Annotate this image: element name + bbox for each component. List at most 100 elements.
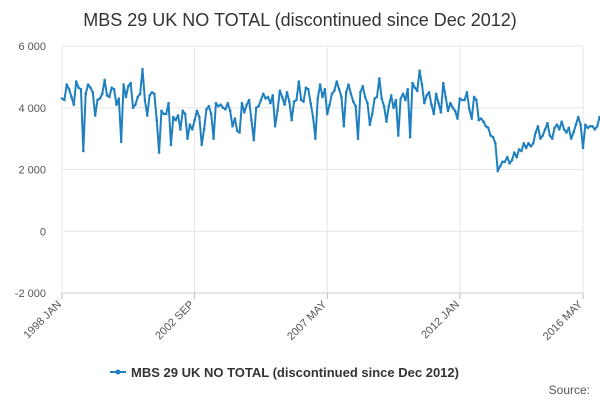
data-point[interactable]: [458, 97, 462, 100]
data-point[interactable]: [489, 134, 492, 137]
data-point[interactable]: [221, 106, 225, 110]
data-point[interactable]: [486, 126, 490, 130]
data-point[interactable]: [115, 103, 118, 106]
data-point[interactable]: [529, 145, 533, 148]
data-point[interactable]: [553, 126, 556, 130]
data-point[interactable]: [399, 97, 402, 100]
data-point[interactable]: [356, 137, 360, 140]
data-point[interactable]: [138, 92, 142, 96]
data-point[interactable]: [460, 98, 464, 102]
data-point[interactable]: [373, 97, 376, 100]
data-point[interactable]: [153, 92, 156, 96]
data-point[interactable]: [271, 94, 275, 97]
data-point[interactable]: [98, 97, 102, 100]
data-point[interactable]: [217, 104, 220, 108]
data-point[interactable]: [212, 137, 215, 140]
data-point[interactable]: [584, 123, 587, 127]
data-point[interactable]: [127, 84, 130, 88]
data-point[interactable]: [437, 101, 440, 105]
data-point[interactable]: [131, 106, 135, 110]
data-point[interactable]: [304, 86, 308, 89]
data-point[interactable]: [200, 143, 204, 147]
data-point[interactable]: [93, 114, 97, 117]
data-point[interactable]: [498, 165, 502, 168]
data-point[interactable]: [193, 118, 196, 122]
data-point[interactable]: [382, 104, 386, 108]
data-point[interactable]: [335, 80, 339, 83]
data-point[interactable]: [306, 87, 310, 91]
data-point[interactable]: [496, 169, 500, 173]
data-point[interactable]: [302, 100, 305, 103]
data-point[interactable]: [550, 137, 554, 140]
data-point[interactable]: [124, 95, 128, 99]
data-point[interactable]: [278, 89, 282, 93]
data-point[interactable]: [513, 151, 516, 154]
data-point[interactable]: [136, 95, 140, 99]
data-point[interactable]: [233, 117, 237, 120]
data-point[interactable]: [347, 83, 350, 86]
data-point[interactable]: [548, 134, 552, 137]
data-point[interactable]: [569, 137, 573, 140]
data-point[interactable]: [363, 95, 367, 99]
data-point[interactable]: [70, 95, 73, 99]
data-point[interactable]: [359, 91, 362, 94]
data-point[interactable]: [354, 104, 357, 108]
data-point[interactable]: [441, 81, 445, 85]
data-point[interactable]: [100, 92, 104, 96]
legend[interactable]: MBS 29 UK NO TOTAL (discontinued since D…: [110, 365, 459, 380]
data-point[interactable]: [491, 135, 495, 139]
data-point[interactable]: [451, 106, 455, 110]
data-point[interactable]: [63, 98, 66, 102]
data-point[interactable]: [539, 137, 542, 140]
data-point[interactable]: [522, 141, 526, 145]
data-point[interactable]: [183, 112, 187, 116]
data-point[interactable]: [501, 160, 504, 164]
data-point[interactable]: [515, 155, 518, 159]
data-point[interactable]: [330, 92, 334, 96]
data-point[interactable]: [72, 103, 76, 106]
data-point[interactable]: [65, 83, 69, 86]
data-point[interactable]: [579, 123, 582, 127]
data-point[interactable]: [449, 101, 452, 105]
data-point[interactable]: [148, 94, 151, 97]
data-point[interactable]: [425, 94, 429, 97]
data-point[interactable]: [309, 101, 312, 105]
data-point[interactable]: [446, 109, 450, 113]
data-point[interactable]: [340, 95, 343, 99]
data-point[interactable]: [465, 91, 469, 94]
data-point[interactable]: [520, 149, 523, 153]
data-point[interactable]: [205, 107, 208, 111]
data-point[interactable]: [190, 128, 194, 131]
data-point[interactable]: [214, 101, 218, 105]
data-point[interactable]: [572, 131, 575, 134]
data-point[interactable]: [576, 115, 580, 119]
data-point[interactable]: [235, 129, 239, 133]
data-point[interactable]: [134, 103, 137, 106]
data-point[interactable]: [164, 112, 168, 116]
data-point[interactable]: [484, 124, 488, 128]
data-point[interactable]: [67, 87, 71, 91]
data-point[interactable]: [141, 67, 144, 71]
data-point[interactable]: [321, 95, 324, 99]
data-point[interactable]: [351, 100, 355, 103]
data-point[interactable]: [366, 101, 369, 105]
data-point[interactable]: [415, 89, 419, 93]
data-point[interactable]: [349, 92, 353, 96]
data-point[interactable]: [84, 92, 87, 96]
data-point[interactable]: [404, 98, 407, 102]
data-point[interactable]: [555, 123, 559, 127]
data-point[interactable]: [254, 106, 258, 110]
data-point[interactable]: [588, 124, 592, 128]
data-point[interactable]: [595, 124, 599, 128]
data-point[interactable]: [224, 107, 227, 111]
data-point[interactable]: [245, 103, 249, 106]
data-point[interactable]: [565, 131, 568, 134]
data-point[interactable]: [463, 98, 466, 102]
data-point[interactable]: [77, 86, 80, 89]
data-point[interactable]: [273, 124, 277, 128]
data-point[interactable]: [503, 160, 507, 164]
data-point[interactable]: [172, 115, 175, 119]
data-point[interactable]: [325, 112, 329, 116]
data-point[interactable]: [155, 118, 159, 122]
data-point[interactable]: [285, 91, 289, 94]
